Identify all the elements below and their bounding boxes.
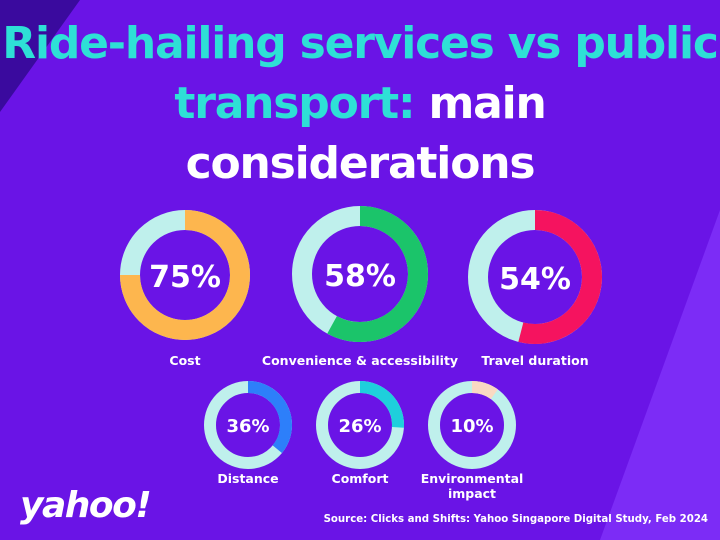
donut-distance: 36% xyxy=(204,381,292,469)
percent-label: 75% xyxy=(149,260,221,295)
percent-label: 10% xyxy=(450,416,493,437)
percent-label: 26% xyxy=(338,416,381,437)
page-title: Ride-hailing services vs public transpor… xyxy=(0,14,720,194)
category-label-convenience: Convenience & accessibility xyxy=(261,353,459,368)
donut-arc xyxy=(327,206,428,342)
donut-arc xyxy=(518,210,602,344)
title-highlight: Ride-hailing services vs public transpor… xyxy=(2,18,719,129)
donut-travel-duration: 54% xyxy=(468,210,602,344)
category-label-cost: Cost xyxy=(169,353,201,368)
donut-arc xyxy=(471,381,498,400)
source-note: Source: Clicks and Shifts: Yahoo Singapo… xyxy=(323,514,708,525)
donut-cost: 75% xyxy=(120,210,250,340)
donut-comfort: 26% xyxy=(316,381,404,469)
donut-convenience: 58% xyxy=(292,206,428,342)
donut-environmental-impact: 10% xyxy=(428,381,516,469)
donut-arc xyxy=(120,210,250,340)
category-label-comfort: Comfort xyxy=(331,471,389,486)
category-label-distance: Distance xyxy=(217,471,279,486)
percent-label: 36% xyxy=(226,416,269,437)
category-label-travel-duration: Travel duration xyxy=(481,353,589,368)
percent-label: 58% xyxy=(324,259,396,294)
yahoo-logo: yahoo! xyxy=(20,485,152,526)
category-label-environmental-impact: Environmental impact xyxy=(420,471,524,501)
title-rest: main considerations xyxy=(185,78,547,189)
donut-arc xyxy=(247,381,292,454)
donut-arc xyxy=(359,381,404,428)
percent-label: 54% xyxy=(499,262,571,297)
